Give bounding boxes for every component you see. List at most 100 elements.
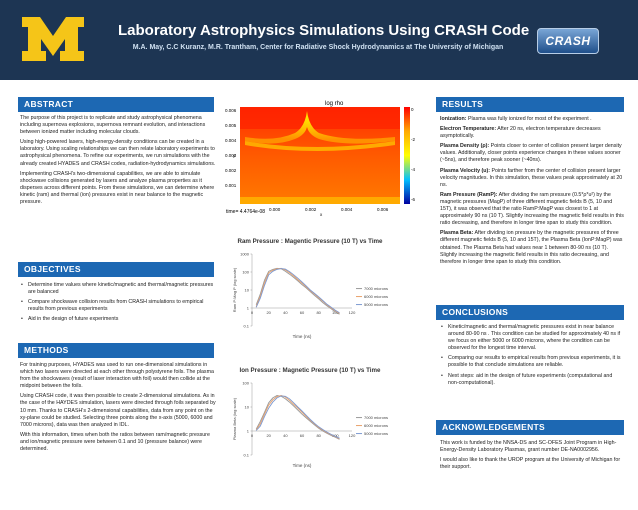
simulation-colorbar-tick: -6 [411, 197, 415, 202]
chart-y-tick: 0.1 [243, 324, 249, 329]
simulation-colorbar [404, 107, 410, 204]
chart-x-tick: 100 [332, 433, 339, 438]
poster-header: Laboratory Astrophysics Simulations Usin… [0, 0, 638, 80]
ram-pressure-chart-title: Ram Pressure : Magentic Pressure (10 T) … [237, 238, 383, 245]
methods-paragraph: Using CRASH code, it was then possible t… [20, 393, 216, 428]
chart-y-tick: 0.1 [243, 453, 249, 458]
chart-y-tick: 1 [247, 306, 250, 311]
results-item: Electron Temperature: After 20 ns, elect… [440, 126, 624, 140]
chart-legend-label: 6000 microns [364, 294, 388, 299]
simulation-x-tick: 0.006 [377, 207, 389, 212]
chart-y-tick: 100 [242, 381, 249, 386]
chart-x-tick: 40 [283, 433, 288, 438]
chart-series-line [255, 395, 340, 439]
results-item-label: Ionization: [440, 116, 467, 122]
simulation-x-tick: 0.002 [305, 207, 317, 212]
chart-x-tick: 80 [316, 310, 321, 315]
simulation-y-tick: 0.003 [225, 153, 237, 158]
simulation-y-tick: 0.002 [225, 168, 237, 173]
simulation-colorbar-tick: -2 [411, 137, 415, 142]
results-item: Ionization: Plasma was fully ionized for… [440, 116, 624, 123]
results-item-text: Plasma was fully ionized for most of the… [466, 116, 592, 122]
chart-series-line [255, 395, 340, 440]
conclusions-list-item: Kinetic/magnetic and thermal/magnetic pr… [440, 324, 624, 352]
chart-series-line [255, 267, 340, 315]
results-item-label: Plasma Density (ρ): [440, 143, 490, 150]
results-item: Plasma Density (ρ): Points closer to cen… [440, 143, 624, 164]
chart-y-tick: 100 [242, 270, 249, 275]
acknowledgements-paragraph: This work is funded by the NNSA-DS and S… [440, 440, 617, 454]
chart-x-tick: 60 [300, 310, 305, 315]
simulation-x-tick: 0.004 [341, 207, 353, 212]
abstract-paragraph: Using high-powered lasers, high-energy-d… [20, 139, 216, 167]
chart-x-tick: 120 [349, 310, 356, 315]
conclusions-body: Kinetic/magnetic and thermal/magnetic pr… [440, 324, 624, 390]
objectives-list-item: Aid in the design of future experiments [20, 316, 216, 323]
results-body: Ionization: Plasma was fully ionized for… [440, 116, 624, 269]
crash-logo: CRASH [537, 28, 599, 54]
poster-title: Laboratory Astrophysics Simulations Usin… [118, 22, 530, 39]
simulation-title: log rho [325, 101, 344, 107]
simulation-colorbar-tick: -4 [411, 167, 415, 172]
simulation-density-plot: log rho time= 4.4764e-08 0.000 0.002 0.004… [225, 101, 415, 217]
chart-legend-label: 5000 microns [364, 302, 388, 307]
ion-pressure-chart-title: Ion Pressure : Magnetic Pressure (10 T) … [239, 367, 381, 374]
methods-body: For training purposes, HYADES was used t… [20, 362, 216, 456]
chart-y-tick: 10 [245, 405, 250, 410]
chart-series-line [255, 395, 340, 440]
results-item-text: After dividing the ram pressure (0.5*ρ*u… [440, 191, 624, 227]
acknowledgements-paragraph: I would also like to thank the UROP prog… [440, 457, 621, 471]
conclusions-list-item: Comparing our results to empirical resul… [440, 355, 624, 369]
chart-x-tick: 60 [300, 433, 305, 438]
poster-authors: M.A. May, C.C Kuranz, M.R. Trantham, Cen… [132, 44, 504, 51]
simulation-shock-plume [245, 111, 395, 144]
chart-x-tick: 0 [251, 433, 254, 438]
university-michigan-logo-icon [22, 17, 84, 61]
abstract-body: The purpose of this project is to replic… [20, 115, 216, 209]
results-item: Plasma Velocity (u): Points farther from… [440, 168, 624, 189]
abstract-paragraph: Implementing CRASH's two-dimensional cap… [20, 170, 215, 206]
chart-x-tick: 20 [266, 433, 271, 438]
simulation-x-label: x [320, 212, 323, 217]
chart-legend-label: 7000 microns [364, 286, 388, 291]
results-item-text: After dividing ion pressure by the magne… [440, 230, 623, 265]
chart-legend-label: 5000 microns [364, 431, 388, 436]
simulation-y-tick: 0.006 [225, 108, 237, 113]
objectives-list-item: Compare shockwave collision results from… [20, 299, 216, 313]
simulation-y-tick: 0.004 [225, 138, 237, 143]
chart-x-tick: 40 [283, 310, 288, 315]
chart-x-label: Time (ns) [293, 463, 312, 468]
methods-heading: METHODS [18, 343, 214, 358]
objectives-body: Determine time values where kinetic/magn… [20, 282, 216, 326]
chart-y-label: Ram P:Mag P (log scale) [232, 267, 237, 312]
conclusions-heading: CONCLUSIONS [436, 305, 624, 320]
simulation-y-label: y [233, 153, 236, 158]
methods-paragraph: For training purposes, HYADES was used t… [20, 362, 214, 390]
simulation-y-tick: 0.005 [225, 123, 237, 128]
simulation-x-tick: 0.000 [269, 207, 281, 212]
chart-x-tick: 20 [266, 310, 271, 315]
chart-x-tick: 0 [251, 310, 254, 315]
chart-y-tick: 10 [245, 288, 250, 293]
results-item-text: Points farther from the center of collis… [440, 167, 623, 188]
methods-paragraph: With this information, times when both t… [20, 431, 210, 453]
results-item-label: Plasma Beta: [440, 230, 474, 237]
chart-y-tick: 1000 [240, 252, 250, 257]
results-item-label: Electron Temperature: [440, 126, 497, 133]
chart-y-label: Plasma Beta (log scale) [232, 397, 237, 440]
simulation-colorbar-tick: 0 [411, 107, 414, 112]
simulation-y-tick: 0.001 [225, 183, 237, 188]
chart-legend-label: 7000 microns [364, 415, 388, 420]
acknowledgements-body: This work is funded by the NNSA-DS and S… [440, 440, 624, 474]
chart-x-label: Time (ns) [293, 334, 312, 339]
abstract-heading: ABSTRACT [18, 97, 214, 112]
acknowledgements-heading: ACKNOWLEDGEMENTS [436, 420, 624, 435]
results-item-label: Plasma Velocity (u): [440, 167, 491, 174]
results-item-text: After 20 ns, electron temperature decrea… [440, 126, 601, 140]
ram-pressure-chart: Ram Pressure : Magentic Pressure (10 T) … [230, 238, 390, 343]
results-item: Plasma Beta: After dividing ion pressure… [440, 230, 624, 265]
chart-y-tick: 1 [247, 429, 250, 434]
results-heading: RESULTS [436, 97, 624, 112]
chart-legend-label: 6000 microns [364, 423, 388, 428]
